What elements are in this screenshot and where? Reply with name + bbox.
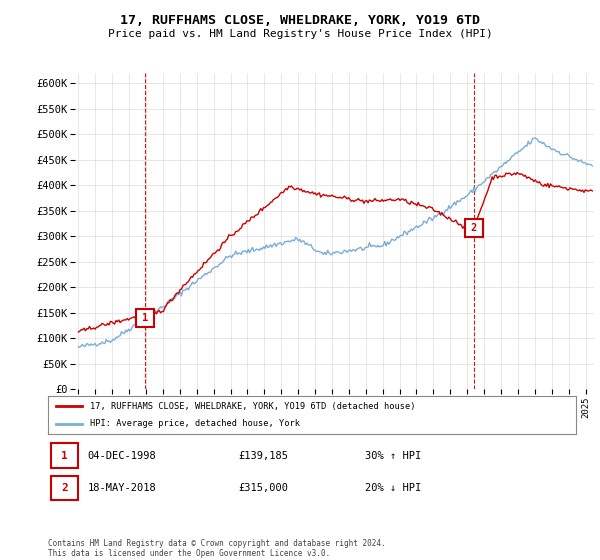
Text: 17, RUFFHAMS CLOSE, WHELDRAKE, YORK, YO19 6TD (detached house): 17, RUFFHAMS CLOSE, WHELDRAKE, YORK, YO1… <box>90 402 416 410</box>
Text: 1: 1 <box>142 313 148 323</box>
Text: HPI: Average price, detached house, York: HPI: Average price, detached house, York <box>90 419 300 428</box>
Text: 18-MAY-2018: 18-MAY-2018 <box>88 483 157 493</box>
Text: 30% ↑ HPI: 30% ↑ HPI <box>365 451 421 461</box>
FancyBboxPatch shape <box>50 475 78 500</box>
Text: £315,000: £315,000 <box>238 483 288 493</box>
Text: Contains HM Land Registry data © Crown copyright and database right 2024.
This d: Contains HM Land Registry data © Crown c… <box>48 539 386 558</box>
Text: Price paid vs. HM Land Registry's House Price Index (HPI): Price paid vs. HM Land Registry's House … <box>107 29 493 39</box>
Text: £139,185: £139,185 <box>238 451 288 461</box>
Text: 04-DEC-1998: 04-DEC-1998 <box>88 451 157 461</box>
Text: 17, RUFFHAMS CLOSE, WHELDRAKE, YORK, YO19 6TD: 17, RUFFHAMS CLOSE, WHELDRAKE, YORK, YO1… <box>120 14 480 27</box>
Text: 2: 2 <box>470 223 477 234</box>
Text: 1: 1 <box>61 451 68 461</box>
Text: 20% ↓ HPI: 20% ↓ HPI <box>365 483 421 493</box>
Text: 2: 2 <box>61 483 68 493</box>
FancyBboxPatch shape <box>50 444 78 468</box>
